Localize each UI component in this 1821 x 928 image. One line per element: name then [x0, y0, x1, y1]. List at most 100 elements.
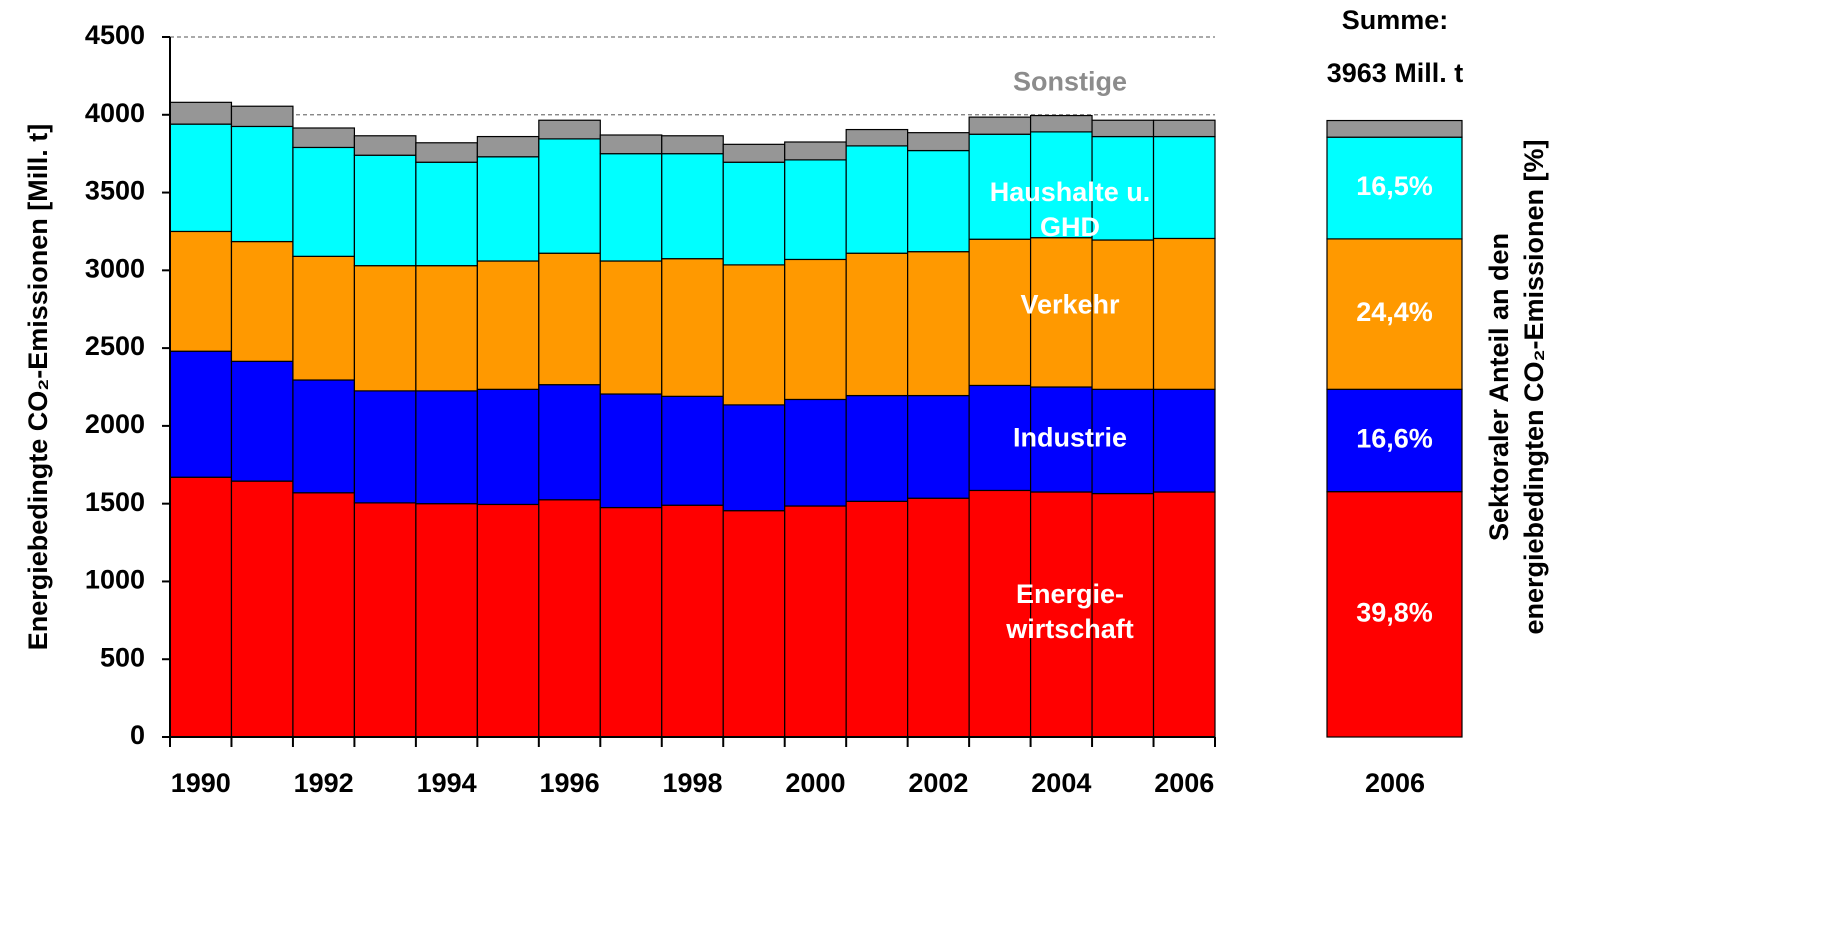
- share-label: 16,6%: [1356, 424, 1433, 454]
- bar-segment: [292, 127, 356, 149]
- bar-segment: [907, 497, 970, 738]
- bar-segment: [722, 404, 786, 512]
- bar-segment: [968, 489, 1032, 738]
- y-tick-label: 4000: [85, 98, 145, 128]
- y-tick-label: 3500: [85, 176, 145, 206]
- bar-segment: [1091, 492, 1155, 738]
- share-label: 24,4%: [1356, 297, 1433, 327]
- y-tick-label: 3000: [85, 253, 145, 283]
- bar-segment: [230, 240, 294, 362]
- bar-segment: [784, 398, 847, 507]
- bar-segment: [845, 145, 909, 254]
- x-tick-label: 1992: [294, 768, 354, 798]
- bar-segment: [476, 260, 540, 390]
- share-segment: [1326, 136, 1463, 240]
- bar-segment: [784, 141, 847, 161]
- bar-segment: [169, 230, 233, 352]
- bar-segment: [968, 116, 1032, 135]
- bar-segment: [1152, 119, 1216, 138]
- bar-segment: [599, 153, 663, 262]
- bar-segment: [784, 159, 847, 261]
- y-tick-label: 4500: [85, 20, 145, 50]
- bar-segment: [845, 394, 909, 502]
- share-segment: [1326, 388, 1463, 493]
- bar-segment: [1152, 135, 1216, 240]
- bar-segment: [353, 265, 417, 392]
- bar-segment: [1029, 491, 1093, 738]
- bar-segment: [661, 395, 724, 506]
- x-tick-label: 2000: [785, 768, 845, 798]
- share-segment: [1326, 119, 1463, 138]
- bar-segment: [292, 146, 356, 257]
- share-segment: [1326, 238, 1463, 390]
- bar-segment: [353, 390, 417, 504]
- share-category: 2006: [1365, 768, 1425, 798]
- bar-segment: [169, 476, 233, 738]
- share-label: 16,5%: [1356, 171, 1433, 201]
- series-label: Energie- wirtschaft: [1006, 579, 1134, 644]
- bar-segment: [353, 135, 417, 156]
- bar-segment: [1152, 491, 1216, 738]
- bar-segment: [722, 161, 786, 266]
- bar-segment: [845, 252, 909, 397]
- bar-segment: [415, 265, 478, 392]
- bar-segment: [1091, 119, 1155, 138]
- bar-segment: [230, 105, 294, 128]
- bar-segment: [230, 480, 294, 738]
- y-axis-label: Energiebedingte CO₂-Emissionen [Mill. t]: [23, 124, 53, 651]
- bar-segment: [661, 504, 724, 738]
- y-tick-label: 2500: [85, 331, 145, 361]
- bar-segment: [907, 251, 970, 397]
- bar-segment: [907, 149, 970, 253]
- bar-segment: [415, 142, 478, 163]
- x-tick-label: 2004: [1031, 768, 1091, 798]
- bar-segment: [599, 134, 663, 155]
- bar-segment: [538, 138, 601, 254]
- bar-segment: [538, 384, 601, 501]
- bar-segment: [353, 154, 417, 267]
- y-tick-label: 1000: [85, 565, 145, 595]
- share-segment: [1326, 491, 1463, 738]
- bar-segment: [476, 388, 540, 506]
- bar-segment: [292, 255, 356, 381]
- bar-segment: [722, 143, 786, 163]
- bar-segment: [599, 506, 663, 738]
- series-label: Verkehr: [1020, 289, 1120, 320]
- bar-segment: [661, 135, 724, 155]
- x-tick-label: 1996: [540, 768, 600, 798]
- bar-segment: [784, 505, 847, 738]
- bar-segment: [292, 492, 356, 738]
- x-tick-label: 1994: [417, 768, 477, 798]
- bar-segment: [599, 393, 663, 509]
- bar-segment: [1029, 237, 1093, 388]
- bar-segment: [661, 153, 724, 260]
- bar-segment: [907, 394, 970, 499]
- bar-segment: [907, 132, 970, 152]
- y-tick-label: 2000: [85, 409, 145, 439]
- bar-segment: [1091, 388, 1155, 495]
- bar-segment: [476, 156, 540, 262]
- bar-segment: [538, 499, 601, 738]
- x-tick-label: 1990: [171, 768, 231, 798]
- bar-segment: [845, 500, 909, 738]
- x-tick-label: 2002: [908, 768, 968, 798]
- bar-segment: [968, 133, 1032, 240]
- bar-segment: [538, 252, 601, 386]
- bar-segment: [353, 502, 417, 738]
- share-title: Summe:: [1342, 5, 1449, 35]
- share-axis-label: Sektoraler Anteil an den energiebedingten…: [1484, 139, 1549, 634]
- bar-segment: [968, 384, 1032, 492]
- series-label: Sonstige: [1012, 66, 1128, 97]
- bar-segment: [476, 503, 540, 738]
- bar-segment: [1152, 237, 1216, 390]
- bar-segment: [845, 128, 909, 147]
- y-tick-label: 0: [130, 720, 145, 750]
- bar-segment: [722, 510, 786, 738]
- bar-segment: [415, 161, 478, 267]
- series-label: Industrie: [1012, 422, 1128, 453]
- x-tick-label: 1998: [662, 768, 722, 798]
- bar-segment: [415, 503, 478, 738]
- y-tick-label: 500: [100, 642, 145, 672]
